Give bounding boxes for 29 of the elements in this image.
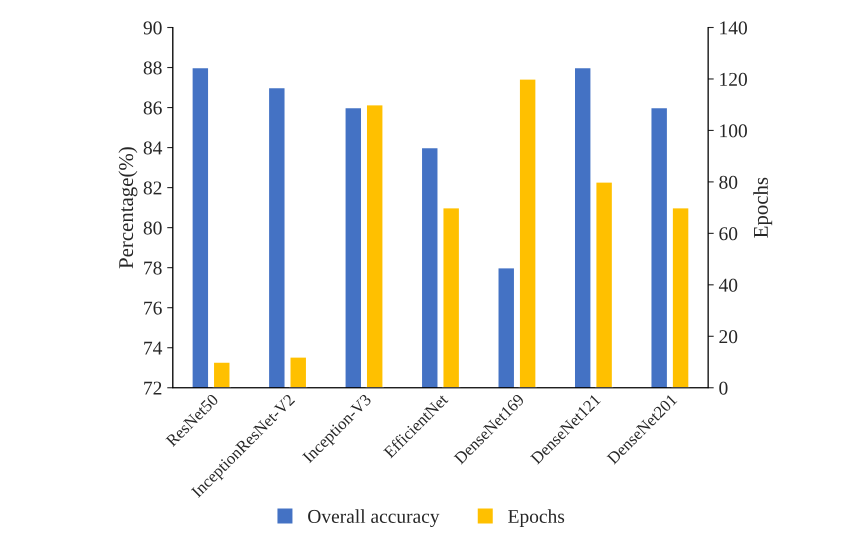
y-tick-label: 80 bbox=[144, 221, 162, 235]
bar bbox=[212, 361, 231, 388]
bar bbox=[671, 206, 690, 388]
legend-label: Overall accuracy bbox=[308, 509, 440, 527]
bar bbox=[289, 356, 308, 388]
y-tick-label: 76 bbox=[144, 302, 162, 315]
y2-tick-label: 60 bbox=[719, 227, 738, 240]
y-tick-label: 86 bbox=[144, 101, 162, 114]
y-tick-label: 84 bbox=[144, 141, 162, 155]
bar bbox=[366, 104, 384, 388]
y2-tick-label: 120 bbox=[720, 72, 747, 86]
y2-tick-label: 80 bbox=[719, 176, 738, 189]
y2-tick-label: 40 bbox=[718, 278, 738, 292]
y-tick-label: 78 bbox=[144, 261, 162, 275]
y2-tick-label: 0 bbox=[719, 382, 728, 395]
legend-label: Epochs bbox=[508, 509, 564, 527]
y-tick-label: 90 bbox=[144, 21, 162, 34]
y2-tick-label: 100 bbox=[720, 124, 747, 138]
y2-tick-label: 20 bbox=[719, 330, 738, 344]
y-tick-label: 72 bbox=[144, 382, 162, 394]
bar bbox=[595, 181, 614, 388]
y-tick-label: 82 bbox=[144, 181, 162, 195]
y2-axis-title: Epochs bbox=[753, 178, 772, 238]
y-axis-title: Percentage(%) bbox=[118, 147, 138, 268]
y-tick-label: 88 bbox=[144, 61, 162, 74]
y-tick-label: 74 bbox=[144, 342, 162, 354]
bar bbox=[518, 78, 537, 388]
bar bbox=[442, 206, 460, 388]
y2-tick-label: 140 bbox=[720, 21, 747, 34]
